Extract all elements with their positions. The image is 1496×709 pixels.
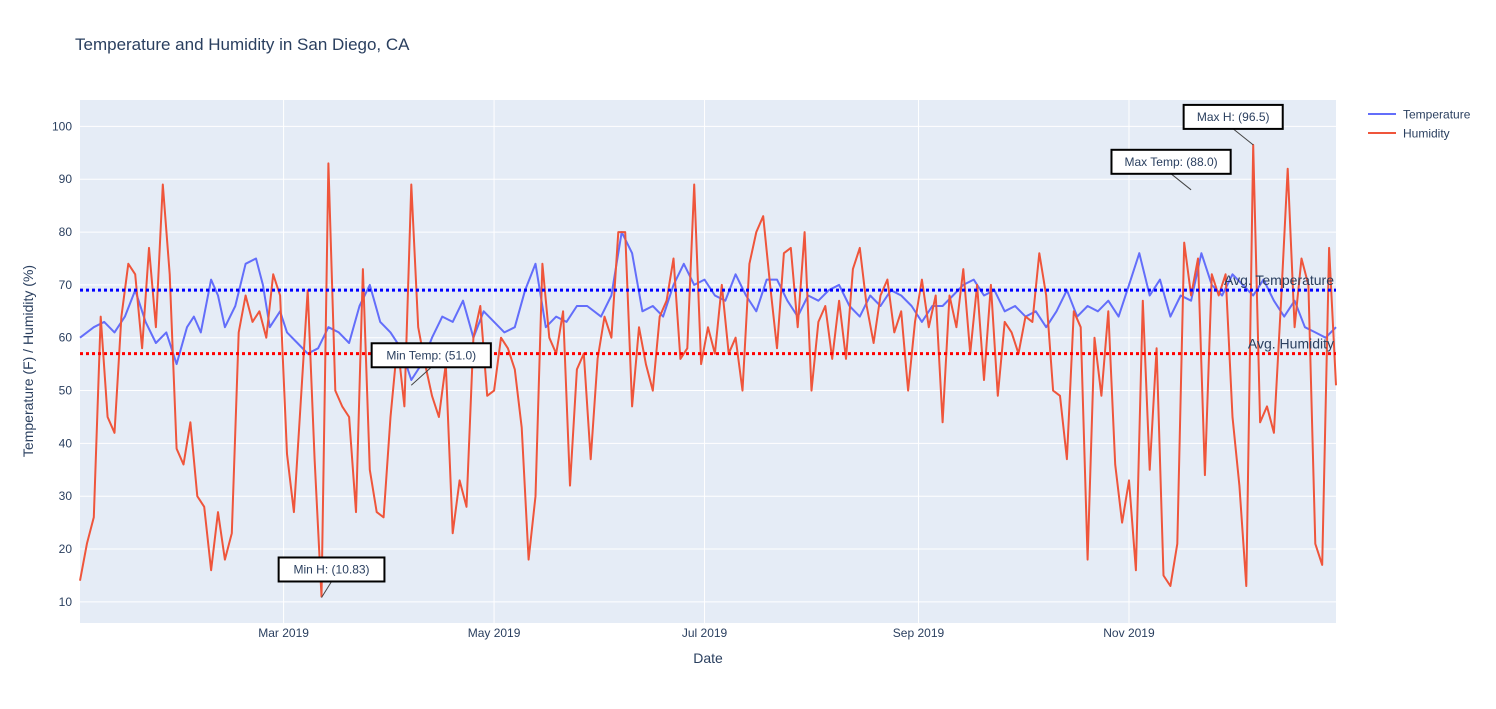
annotation-arrow — [410, 366, 432, 386]
y-axis-title: Temperature (F) / Humidity (%) — [20, 265, 36, 457]
x-tick-label: Nov 2019 — [1103, 626, 1155, 640]
legend-label-humidity: Humidity — [1403, 127, 1450, 141]
annotation-arrow — [1170, 173, 1192, 191]
y-tick-label: 10 — [59, 595, 73, 609]
x-tick-label: Sep 2019 — [893, 626, 945, 640]
annotations: Min Temp: (51.0) Min H: (10.83) Max Temp: … — [277, 103, 1284, 598]
chart-title: Temperature and Humidity in San Diego, C… — [75, 35, 410, 54]
annotation-box — [1110, 148, 1232, 175]
series-line-temperature — [79, 231, 1337, 381]
y-tick-label: 50 — [59, 384, 73, 398]
y-tick-label: 30 — [59, 489, 73, 503]
x-tick-label: May 2019 — [468, 626, 521, 640]
annotation-text: Min Temp: (51.0) — [386, 348, 476, 362]
y-tick-label: 80 — [59, 225, 73, 239]
legend-label-temperature: Temperature — [1403, 108, 1471, 122]
annotation-arrow — [321, 581, 332, 598]
legend-item-temperature[interactable]: Temperature — [1368, 108, 1471, 122]
annotation: Max Temp: (88.0) — [1110, 148, 1232, 191]
series-line-humidity — [79, 143, 1337, 598]
y-tick-label: 100 — [52, 119, 72, 133]
legend[interactable]: Temperature Humidity — [1368, 108, 1471, 141]
y-tick-label: 70 — [59, 278, 73, 292]
plot-area — [80, 100, 1336, 623]
x-axis-ticks: Mar 2019 May 2019 Jul 2019 Sep 2019 Nov 2019 — [258, 626, 1155, 640]
annotation-box — [277, 556, 386, 583]
x-axis-title: Date — [693, 650, 723, 666]
annotation-arrow — [1232, 128, 1254, 146]
annotation: Max H: (96.5) — [1182, 103, 1284, 146]
y-tick-label: 40 — [59, 436, 73, 450]
annotation-text: Max Temp: (88.0) — [1124, 155, 1217, 169]
annotation-text: Min H: (10.83) — [294, 562, 370, 576]
y-tick-label: 90 — [59, 172, 73, 186]
annotation: Min Temp: (51.0) — [370, 342, 492, 386]
y-axis-ticks: 10 20 30 40 50 60 70 80 90 100 — [52, 119, 72, 608]
x-tick-label: Jul 2019 — [682, 626, 728, 640]
annotation-box — [1182, 103, 1284, 130]
legend-item-humidity[interactable]: Humidity — [1368, 127, 1450, 141]
x-tick-label: Mar 2019 — [258, 626, 309, 640]
annotation-box — [370, 342, 492, 369]
reference-label-avg-humidity: Avg. Humidity — [1248, 336, 1334, 352]
annotation-text: Max H: (96.5) — [1197, 110, 1270, 124]
annotation: Min H: (10.83) — [277, 556, 386, 598]
y-tick-label: 20 — [59, 542, 73, 556]
y-tick-label: 60 — [59, 331, 73, 345]
reference-lines: Avg. Temperature Avg. Humidity — [80, 272, 1336, 356]
reference-label-avg-temperature: Avg. Temperature — [1224, 272, 1334, 288]
series-lines — [79, 143, 1337, 598]
